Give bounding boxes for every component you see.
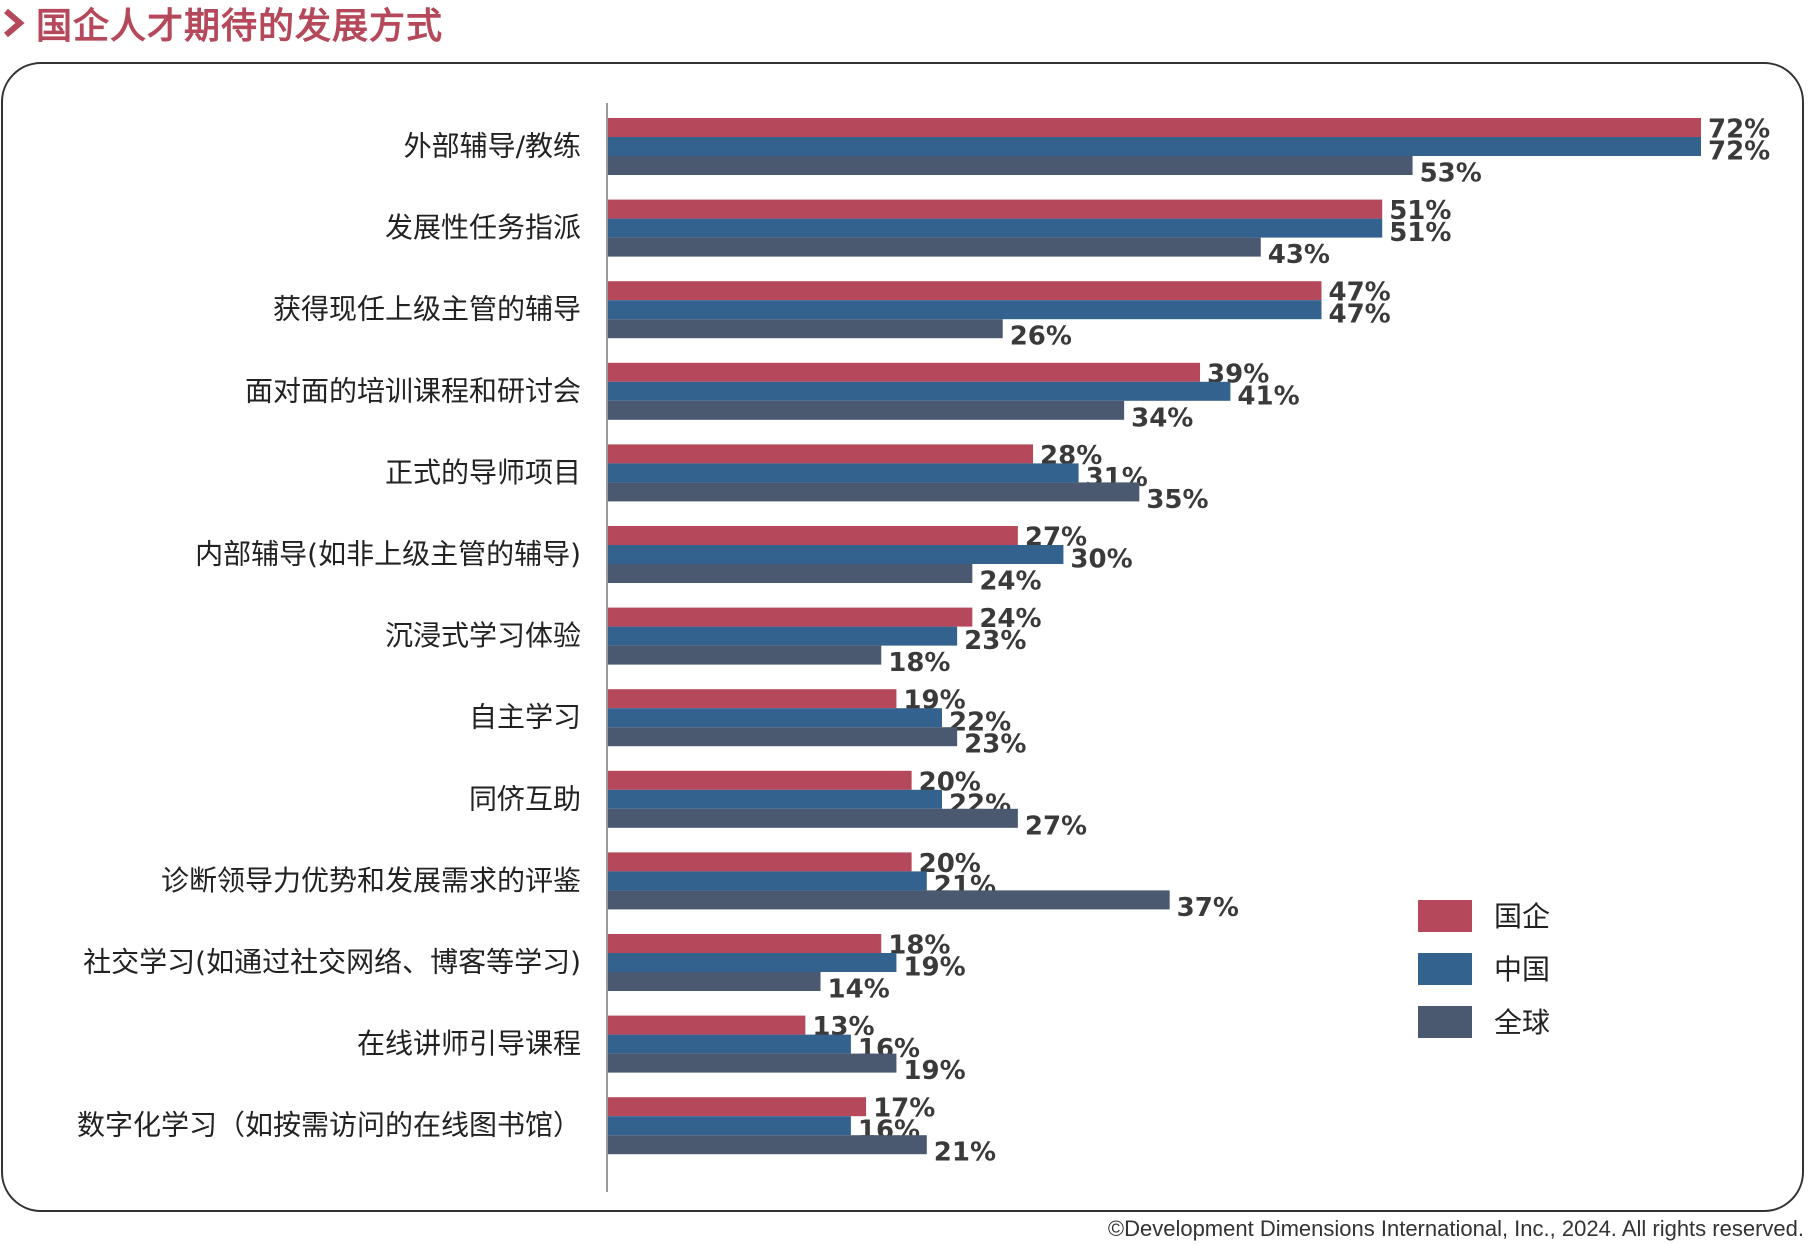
bar-2 (608, 156, 1413, 175)
bar-1 (608, 300, 1322, 320)
bar-1 (608, 463, 1079, 483)
category-label: 面对面的培训课程和研讨会 (245, 374, 581, 407)
bar-1 (608, 789, 942, 809)
bar-2 (608, 890, 1170, 910)
chart-frame (1, 62, 1804, 1212)
data-label: 18% (888, 931, 950, 961)
bar-1 (608, 137, 1701, 156)
data-label: 26% (1010, 322, 1072, 352)
category-label: 沉浸式学习体验 (385, 619, 581, 652)
bar-2 (608, 808, 1018, 828)
category-label: 数字化学习（如按需访问的在线图书馆） (77, 1109, 581, 1142)
bar-2 (608, 727, 958, 747)
category-label: 在线讲师引导课程 (357, 1027, 581, 1060)
category-label: 发展性任务指派 (385, 211, 581, 244)
data-label: 24% (979, 567, 1041, 597)
bar-1 (608, 1034, 851, 1054)
bar-2 (608, 400, 1125, 420)
title-bar: 国企人才期待的发展方式 (0, 0, 444, 47)
bar-2 (608, 319, 1003, 339)
data-label: 47% (1328, 278, 1390, 308)
data-label: 20% (919, 849, 981, 879)
bar-0 (608, 1097, 867, 1117)
bar-1 (608, 953, 897, 972)
data-label: 18% (888, 648, 950, 678)
legend-label: 中国 (1494, 953, 1550, 986)
legend-swatch-2 (1418, 1006, 1472, 1038)
data-label: 24% (979, 604, 1041, 634)
bar-0 (608, 526, 1018, 545)
data-label: 51% (1389, 218, 1451, 248)
legend-swatch-0 (1418, 900, 1472, 932)
data-label: 27% (1025, 811, 1087, 841)
bar-2 (608, 237, 1261, 257)
legend-label: 国企 (1494, 900, 1550, 933)
bar-1 (608, 381, 1231, 401)
data-label: 19% (903, 953, 965, 983)
bar-2 (608, 1135, 927, 1155)
bar-0 (608, 770, 912, 790)
category-label: 诊断领导力优势和发展需求的评鉴 (161, 864, 581, 897)
bar-0 (608, 118, 1701, 137)
bar-1 (608, 871, 927, 891)
data-label: 34% (1131, 403, 1193, 433)
data-label: 37% (1177, 893, 1239, 923)
data-label: 22% (949, 708, 1011, 738)
data-label: 53% (1420, 159, 1482, 189)
data-label: 23% (964, 730, 1026, 760)
data-label: 72% (1708, 137, 1770, 167)
data-label: 23% (964, 626, 1026, 656)
data-label: 30% (1070, 545, 1132, 575)
data-label: 17% (873, 1094, 935, 1124)
data-label: 41% (1237, 381, 1299, 411)
category-label: 正式的导师项目 (385, 456, 581, 489)
data-label: 21% (934, 1138, 996, 1168)
bar-0 (608, 1015, 806, 1035)
bar-0 (608, 199, 1383, 219)
copyright-notice: ©Development Dimensions International, I… (1107, 1216, 1804, 1241)
bar-2 (608, 1053, 897, 1073)
bar-0 (608, 362, 1201, 382)
category-label: 外部辅导/教练 (404, 130, 581, 163)
data-label: 14% (828, 975, 890, 1005)
bar-0 (608, 281, 1322, 301)
category-label: 社交学习(如通过社交网络、博客等学习) (83, 946, 581, 979)
legend-swatch-1 (1418, 953, 1472, 985)
bar-1 (608, 1116, 851, 1136)
bar-0 (608, 607, 973, 627)
chevron-right-icon (4, 8, 25, 38)
bar-1 (608, 626, 958, 646)
category-label: 内部辅导(如非上级主管的辅导) (195, 538, 581, 571)
category-label: 获得现任上级主管的辅导 (273, 293, 581, 326)
data-label: 43% (1268, 240, 1330, 270)
bar-0 (608, 852, 912, 872)
bar-1 (608, 708, 942, 728)
bar-0 (608, 444, 1034, 464)
bar-0 (608, 689, 897, 709)
data-label: 47% (1328, 300, 1390, 330)
data-label: 72% (1708, 115, 1770, 145)
category-label: 同侪互助 (469, 782, 581, 815)
bar-1 (608, 218, 1383, 238)
bar-2 (608, 564, 973, 583)
page-title: 国企人才期待的发展方式 (36, 6, 444, 47)
category-label: 自主学习 (469, 701, 581, 734)
bar-2 (608, 645, 882, 665)
legend-label: 全球 (1494, 1006, 1550, 1039)
data-label: 35% (1146, 485, 1208, 515)
bar-2 (608, 482, 1140, 502)
bar-0 (608, 934, 882, 953)
data-label: 51% (1389, 196, 1451, 226)
bar-1 (608, 545, 1064, 564)
bar-2 (608, 972, 821, 991)
data-label: 19% (903, 1056, 965, 1086)
